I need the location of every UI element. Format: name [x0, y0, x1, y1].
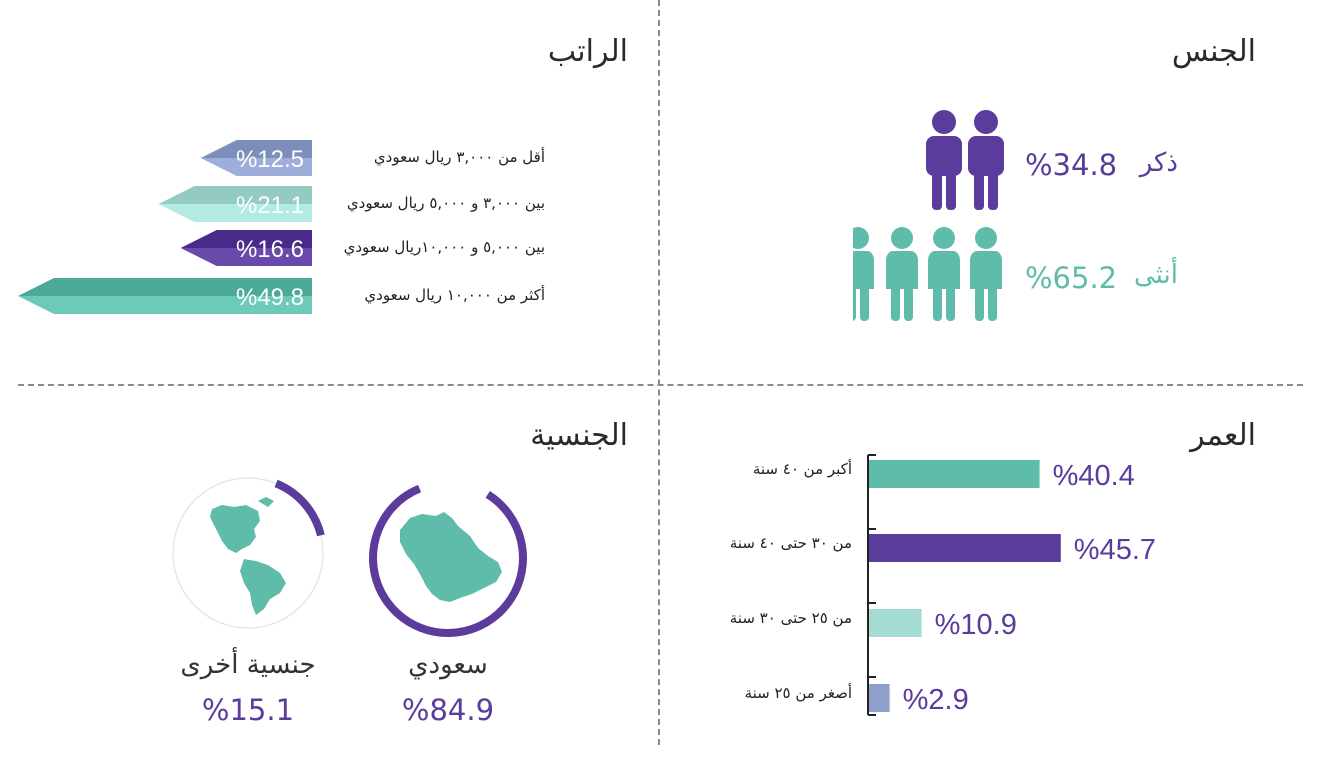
salary-category-label: بين ٥,٠٠٠ و ١٠,٠٠٠ريال سعودي	[343, 238, 545, 256]
salary-title: الراتب	[547, 34, 628, 69]
salary-bar-lower	[158, 204, 312, 222]
vertical-divider	[658, 0, 660, 745]
female-figure-icon	[970, 227, 1002, 321]
male-figure-icon	[926, 110, 962, 210]
salary-category-label: بين ٣,٠٠٠ و ٥,٠٠٠ ريال سعودي	[346, 194, 545, 212]
age-category-label: من ٢٥ حتى ٣٠ سنة	[729, 609, 852, 627]
salary-value-label: %49.8	[236, 284, 304, 311]
salary-value-label: %16.6	[236, 236, 304, 263]
age-value-label: %45.7	[1074, 534, 1156, 566]
age-category-label: أصغر من ٢٥ سنة	[744, 684, 852, 702]
salary-category-label: أكثر من ١٠,٠٠٠ ريال سعودي	[364, 286, 545, 304]
saudi-arc	[369, 479, 527, 637]
age-chart: %40.4 %45.7 %10.9 %2.9	[867, 454, 1156, 716]
salary-bar-lower	[200, 158, 312, 176]
other-label: جنسية أخرى	[180, 650, 316, 680]
salary-bar	[158, 186, 312, 204]
age-value-label: %2.9	[903, 684, 969, 716]
age-value-label: %40.4	[1053, 460, 1135, 492]
horizontal-divider	[18, 384, 1303, 386]
female-value: %65.2	[1025, 261, 1118, 295]
female-figure-icon	[850, 227, 874, 321]
other-ring	[169, 475, 327, 632]
male-label: ذكر	[1139, 148, 1178, 178]
saudi-map-icon	[400, 512, 502, 602]
salary-bar	[180, 230, 312, 248]
male-value: %34.8	[1025, 148, 1118, 182]
salary-category-label: أقل من ٣,٠٠٠ ريال سعودي	[373, 148, 545, 166]
saudi-value: %84.9	[401, 693, 495, 727]
female-label: أنثى	[1134, 260, 1178, 290]
other-value: %15.1	[201, 693, 295, 727]
salary-bar-lower	[17, 296, 312, 314]
age-title: العمر	[1190, 418, 1256, 453]
age-bar	[869, 609, 922, 637]
salary-value-label: %21.1	[236, 192, 304, 219]
saudi-label: سعودي	[408, 650, 488, 680]
gender-icons	[850, 110, 1004, 330]
nationality-title: الجنسية	[530, 418, 628, 453]
salary-bar	[200, 140, 312, 158]
female-figure-icon	[886, 227, 918, 321]
male-figure-icon	[968, 110, 1004, 210]
age-category-label: أكبر من ٤٠ سنة	[752, 460, 852, 478]
salary-chart: %12.5 %21.1 %16.6 %49.8	[17, 140, 312, 314]
age-bar	[869, 684, 890, 712]
age-value-label: %10.9	[935, 609, 1017, 641]
salary-bar	[17, 278, 312, 296]
female-figure-icon	[928, 227, 960, 321]
saudi-ring	[369, 479, 527, 637]
gender-title: الجنس	[1171, 34, 1256, 69]
salary-bar-lower	[180, 248, 312, 266]
salary-value-label: %12.5	[236, 146, 304, 173]
age-bar	[869, 534, 1061, 562]
age-bar	[869, 460, 1040, 488]
globe-americas-icon	[210, 505, 286, 615]
age-category-label: من ٣٠ حتى ٤٠ سنة	[729, 534, 852, 552]
